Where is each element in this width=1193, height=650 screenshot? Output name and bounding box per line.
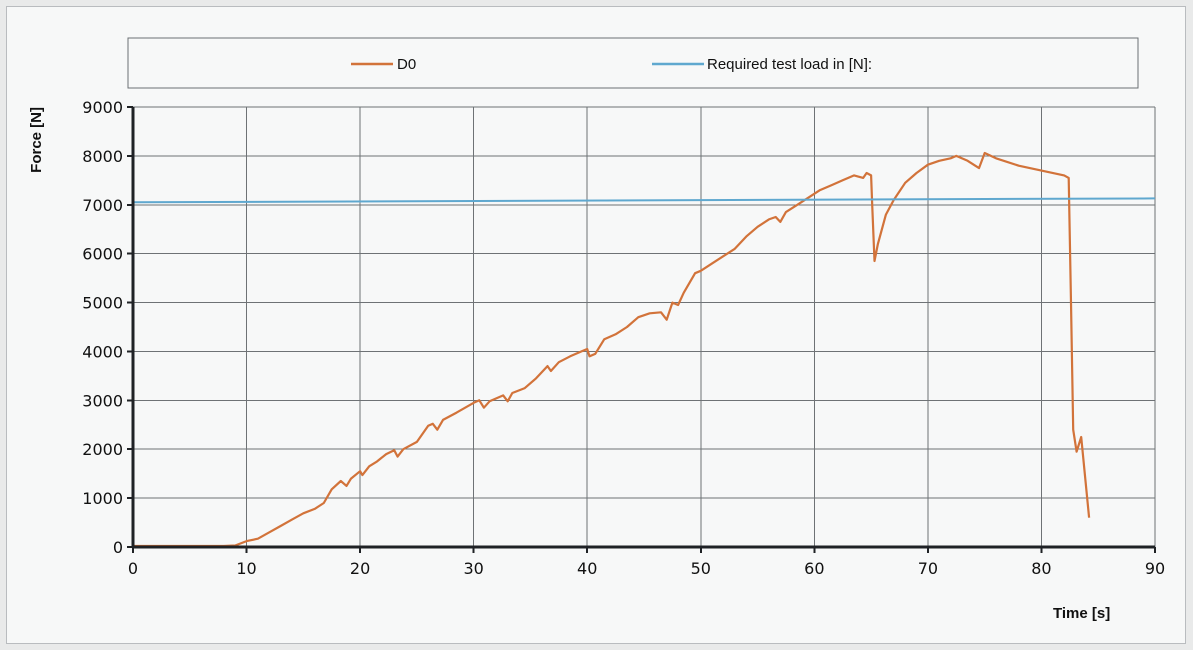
x-tick-label: 50 xyxy=(691,559,711,578)
y-tick-label: 0 xyxy=(113,538,123,557)
legend-label-required-load: Required test load in [N]: xyxy=(707,56,872,73)
x-tick-label: 30 xyxy=(463,559,483,578)
y-tick-label: 6000 xyxy=(82,245,123,264)
x-tick-label: 70 xyxy=(918,559,938,578)
x-tick-label: 10 xyxy=(236,559,256,578)
y-tick-label: 7000 xyxy=(82,196,123,215)
y-tick-label: 9000 xyxy=(82,98,123,117)
tick-labels: 0 10 20 30 40 50 60 70 80 90 0 1000 2000 3000 4000 5000… xyxy=(82,98,1165,578)
y-tick-label: 8000 xyxy=(82,147,123,166)
series-lines xyxy=(132,151,1156,548)
y-tick-label: 2000 xyxy=(82,440,123,459)
y-tick-label: 3000 xyxy=(82,391,123,410)
legend: D0 Required test load in [N]: xyxy=(127,37,1139,89)
series-line-required-load xyxy=(132,197,1156,204)
x-tick-label: 20 xyxy=(350,559,370,578)
legend-label-d0: D0 xyxy=(397,56,416,73)
chart-frame: D0 Required test load in [N]: 0 10 20 30 40 5… xyxy=(6,6,1186,644)
x-tick-label: 60 xyxy=(804,559,824,578)
x-tick-label: 90 xyxy=(1145,559,1165,578)
legend-box xyxy=(127,37,1139,89)
y-tick-label: 1000 xyxy=(82,489,123,508)
axes xyxy=(127,106,1156,553)
x-tick-label: 40 xyxy=(577,559,597,578)
y-axis-title: Force [N] xyxy=(28,107,45,173)
series-line-d0 xyxy=(133,151,1091,548)
x-tick-label: 80 xyxy=(1031,559,1051,578)
chart-canvas: D0 Required test load in [N]: 0 10 20 30 40 5… xyxy=(28,37,1165,622)
y-tick-label: 4000 xyxy=(82,342,123,361)
grid xyxy=(133,106,1156,547)
y-tick-label: 5000 xyxy=(82,294,123,313)
x-axis-title: Time [s] xyxy=(1053,605,1110,622)
x-tick-label: 0 xyxy=(128,559,138,578)
